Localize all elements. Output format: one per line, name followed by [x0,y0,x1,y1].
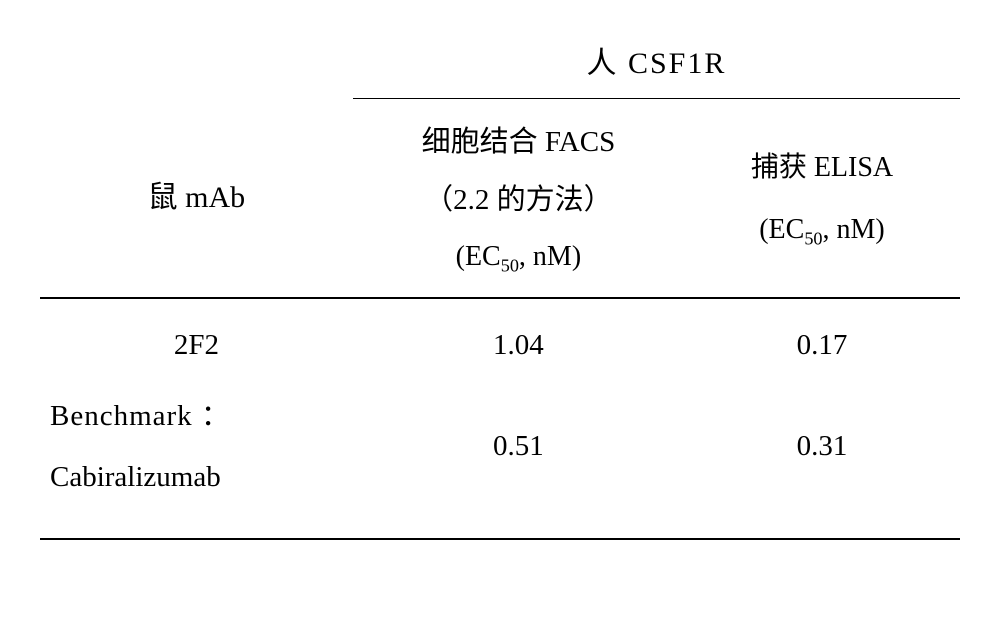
superheader-cell: 人 CSF1R [353,20,960,99]
col2-line1: 细胞结合 FACS [353,113,684,171]
col3-header-cell: 捕获 ELISA (EC50, nM) [684,99,960,299]
bottom-rule-cell [40,539,960,541]
col3-line1: 捕获 ELISA [684,137,960,199]
col3-line2: (EC50, nM) [684,199,960,261]
col2-line2: （2.2 的方法） [353,171,684,229]
table-bottom-rule [40,539,960,541]
col2-line3: (EC50, nM) [353,229,684,285]
row1-facs: 1.04 [353,298,684,386]
col2-line3-sub: 50 [501,256,519,276]
table-superheader-row: 人 CSF1R [40,20,960,99]
row1-label: 2F2 [40,298,353,386]
col2-header-cell: 细胞结合 FACS （2.2 的方法） (EC50, nM) [353,99,684,299]
superheader-text: 人 CSF1R [353,20,960,98]
binding-table: 人 CSF1R 鼠 mAb 细胞结合 FACS （2.2 的方法） (EC50,… [40,20,960,541]
col2-line3-suffix: , nM) [519,241,581,272]
row2-label-line1: Benchmark ： [50,386,353,447]
table-row: 2F2 1.04 0.17 [40,298,960,386]
row2-label-cell: Benchmark ： Cabiralizumab [40,386,353,539]
table-container: 人 CSF1R 鼠 mAb 细胞结合 FACS （2.2 的方法） (EC50,… [40,20,960,541]
col2-line3-prefix: (EC [456,241,501,272]
row1-elisa: 0.17 [684,298,960,386]
superheader-blank [40,20,353,99]
row2-facs: 0.51 [353,386,684,539]
row-label-header-cell: 鼠 mAb [40,99,353,299]
row2-label-line2: Cabiralizumab [50,447,353,508]
row-label-header: 鼠 mAb [40,108,353,288]
table-row: Benchmark ： Cabiralizumab 0.51 0.31 [40,386,960,539]
col3-line2-suffix: , nM) [823,214,885,245]
row2-elisa: 0.31 [684,386,960,539]
col3-line2-sub: 50 [804,229,822,249]
col3-line2-prefix: (EC [759,214,804,245]
table-header-row: 鼠 mAb 细胞结合 FACS （2.2 的方法） (EC50, nM) 捕获 … [40,99,960,299]
